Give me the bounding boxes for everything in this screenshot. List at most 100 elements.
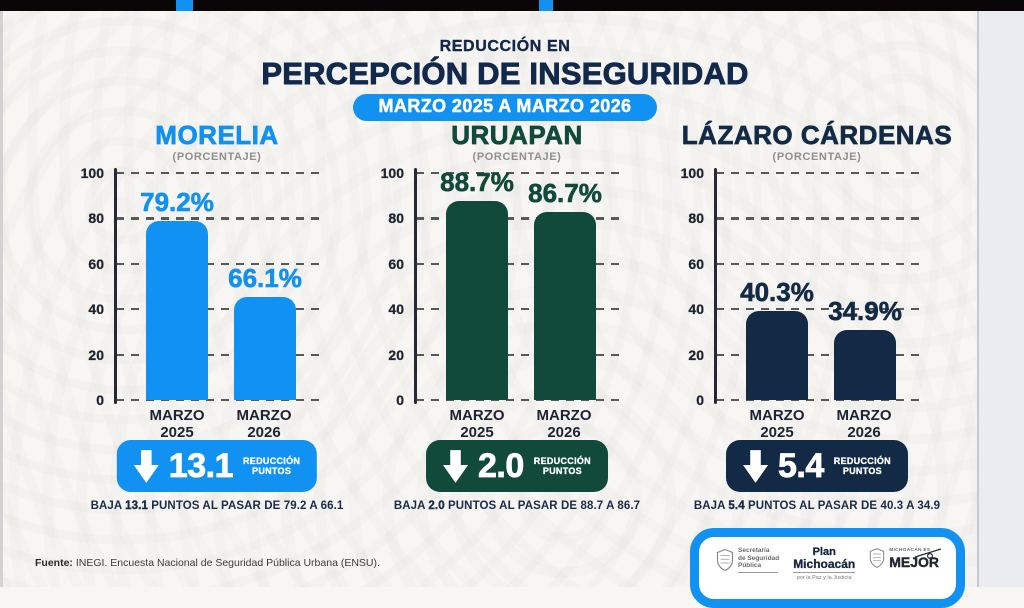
chart-title: MORELIA: [155, 120, 279, 151]
bar-marzo-2025: 40.3%: [740, 277, 814, 400]
right-edge-panel: [977, 11, 1024, 587]
x-axis-label: MARZO 2025: [449, 407, 505, 441]
y-tick: 80: [88, 210, 104, 227]
bar-marzo-2025: 88.7%: [440, 167, 514, 400]
chart-title: URUAPAN: [451, 120, 583, 151]
down-arrow-icon: [743, 449, 769, 483]
gridline: [116, 172, 320, 175]
y-tick: 20: [388, 346, 404, 363]
plot-inner: 40.3% 34.9%: [716, 172, 920, 402]
bar-marzo-2025: 79.2%: [140, 186, 214, 400]
reduction-label: REDUCCIÓN PUNTOS: [533, 455, 591, 476]
infographic-header: REDUCCIÓN EN PERCEPCIÓN DE INSEGURIDAD M…: [40, 37, 970, 121]
y-tick: 40: [388, 301, 404, 318]
y-tick: 40: [688, 301, 704, 318]
reduction-badge: 13.1 REDUCCIÓN PUNTOS: [116, 440, 318, 492]
logo-secretaria-seguridad: Secretaría de Seguridad Pública: [716, 547, 779, 573]
chart-lazaro-cardenas: LÁZARO CÁRDENAS (PORCENTAJE) 100 80 60 4…: [660, 120, 952, 520]
y-axis-line: [414, 168, 417, 404]
y-tick: 20: [88, 346, 104, 363]
chart-subtitle: (PORCENTAJE): [472, 151, 562, 163]
gridline: [716, 399, 920, 402]
reduction-badge: 5.4 REDUCCIÓN PUNTOS: [726, 440, 908, 492]
y-tick: 60: [388, 255, 404, 272]
chart-morelia: MORELIA (PORCENTAJE) 100 80 60 40 20 0 7…: [60, 120, 343, 520]
y-tick: 0: [696, 392, 704, 408]
gridline: [116, 353, 320, 356]
gridline: [416, 172, 620, 175]
x-axis-label: MARZO 2026: [836, 407, 892, 441]
chart-subtitle: (PORCENTAJE): [772, 151, 862, 163]
bar-value-label: 86.7%: [528, 177, 602, 208]
institutional-logos-panel: Secretaría de Seguridad Pública Plan Mic…: [690, 528, 965, 608]
plot-area: 100 80 60 40 20 0 88.7% 86.7%: [360, 165, 620, 408]
gridline: [716, 353, 920, 356]
y-axis-line: [114, 168, 117, 404]
y-tick: 20: [688, 346, 704, 363]
reduction-value: 2.0: [478, 446, 525, 485]
shield-icon: [870, 548, 885, 568]
bar-value-label: 66.1%: [228, 262, 302, 293]
x-axis-label: MARZO 2026: [236, 407, 292, 441]
y-tick: 80: [688, 210, 704, 227]
gridline: [716, 262, 920, 266]
y-tick: 60: [88, 255, 104, 272]
plot-area: 100 80 60 40 20 0 79.2% 66.1%: [60, 165, 320, 408]
down-arrow-icon: [443, 449, 469, 483]
bar-marzo-2026: 34.9%: [828, 295, 902, 400]
logo-michoacan-mejor: MICHOACÁN ES MEJOR: [869, 547, 941, 569]
gridline: [416, 217, 620, 220]
y-axis-line: [714, 168, 717, 404]
gridline: [116, 217, 320, 220]
bar-marzo-2026: 66.1%: [228, 262, 302, 400]
chart-subtitle: (PORCENTAJE): [172, 151, 262, 163]
shield-icon: [716, 548, 734, 571]
down-arrow-icon: [133, 449, 159, 483]
reduction-badge: 2.0 REDUCCIÓN PUNTOS: [426, 440, 608, 492]
reduction-caption: BAJA 2.0 PUNTOS AL PASAR DE 88.7 A 86.7: [393, 500, 641, 512]
bar-value-label: 79.2%: [140, 186, 214, 217]
gridline: [416, 353, 620, 356]
progress-marker: [176, 0, 193, 11]
bar-value-label: 88.7%: [440, 167, 514, 198]
bar-value-label: 40.3%: [740, 277, 814, 308]
y-tick: 40: [88, 301, 104, 318]
y-tick: 100: [80, 165, 104, 181]
gridline: [116, 262, 320, 266]
progress-marker: [539, 0, 553, 11]
chart-title: LÁZARO CÁRDENAS: [681, 120, 953, 151]
divider: [738, 571, 778, 573]
reduction-caption: BAJA 5.4 PUNTOS AL PASAR DE 40.3 A 34.9: [693, 500, 941, 512]
page-title: PERCEPCIÓN DE INSEGURIDAD: [261, 56, 749, 91]
y-tick: 100: [380, 165, 404, 181]
y-tick: 100: [680, 165, 704, 181]
reduction-value: 5.4: [778, 446, 825, 485]
gridline: [716, 308, 920, 311]
bar-marzo-2026: 86.7%: [528, 177, 602, 400]
chart-uruapan: URUAPAN (PORCENTAJE) 100 80 60 40 20 0 8…: [360, 120, 640, 520]
logo-plan-michoacan: Plan Michoacán por la Paz y la Justicia: [793, 546, 856, 581]
reduction-value: 13.1: [168, 446, 233, 485]
video-progress-bar[interactable]: [0, 0, 1024, 11]
header-kicker: REDUCCIÓN EN: [439, 38, 571, 55]
y-tick: 0: [96, 392, 104, 408]
reduction-caption: BAJA 13.1 PUNTOS AL PASAR DE 79.2 A 66.1: [90, 500, 344, 512]
plot-inner: 88.7% 86.7%: [416, 167, 620, 402]
gridline: [116, 399, 320, 402]
y-tick: 60: [688, 255, 704, 272]
plot-area: 100 80 60 40 20 0 40.3% 34.9%: [660, 165, 920, 408]
gridline: [716, 172, 920, 175]
plot-inner: 79.2% 66.1%: [116, 172, 320, 402]
source-note: Fuente: INEGI. Encuesta Nacional de Segu…: [35, 557, 380, 569]
gridline: [116, 308, 320, 311]
cable-car-icon: [915, 548, 941, 560]
y-tick: 0: [396, 392, 404, 408]
x-axis-label: MARZO 2025: [749, 407, 805, 441]
bar-value-label: 34.9%: [828, 295, 902, 326]
gridline: [416, 262, 620, 266]
left-edge-strip: [0, 11, 3, 587]
reduction-label: REDUCCIÓN PUNTOS: [242, 455, 301, 476]
x-axis-label: MARZO 2026: [536, 407, 592, 441]
reduction-label: REDUCCIÓN PUNTOS: [833, 455, 891, 476]
gridline: [416, 308, 620, 311]
